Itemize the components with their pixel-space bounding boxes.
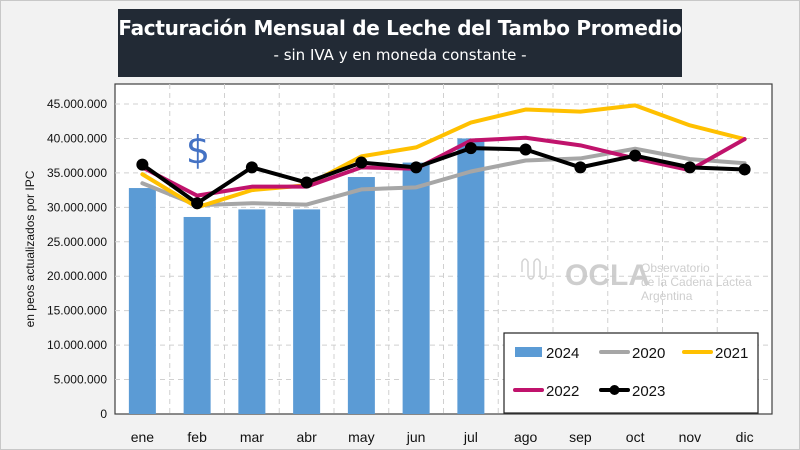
y-tick-label: 25.000.000 — [47, 235, 107, 249]
legend-label-2022: 2022 — [546, 383, 579, 400]
y-axis-label: en peos actualizados por IPC — [23, 170, 37, 327]
watermark-line2: de la Cadena Láctea — [641, 275, 752, 289]
y-tick-label: 0 — [100, 407, 107, 421]
x-tick-label: nov — [679, 429, 702, 445]
line-2022 — [140, 135, 747, 198]
legend-label-2024: 2024 — [546, 345, 579, 362]
marker-2023-nov — [683, 161, 696, 174]
x-tick-label: oct — [626, 429, 645, 445]
line-2021 — [140, 103, 747, 210]
marker-2023-ago — [519, 143, 532, 156]
marker-2023-may — [355, 156, 368, 169]
marker-2023-dic — [738, 163, 751, 176]
chart-subtitle: - sin IVA y en moneda constante - — [273, 46, 527, 64]
x-tick-label: sep — [569, 429, 592, 445]
marker-2023-jun — [410, 161, 423, 174]
legend-label-2021: 2021 — [715, 345, 748, 362]
bar-2024-may — [347, 177, 375, 414]
ocla-logo-text: OCLA — [565, 259, 650, 292]
line-2023 — [140, 146, 747, 206]
line-2020 — [140, 146, 747, 208]
bars-2024 — [128, 138, 485, 414]
marker-2023-abr — [300, 176, 313, 189]
x-axis-ticks: ene feb mar abr may jun jul ago sep oct nov dic — [131, 429, 754, 445]
marker-2023-oct — [629, 149, 642, 162]
marker-2023-feb — [191, 197, 204, 210]
grid-lines — [115, 84, 772, 414]
dollar-icon: $ — [186, 128, 210, 172]
y-tick-label: 40.000.000 — [47, 131, 107, 145]
bar-2024-jul — [457, 138, 485, 414]
x-tick-label: ago — [514, 429, 538, 445]
y-tick-label: 15.000.000 — [47, 304, 107, 318]
marker-2023-mar — [245, 161, 258, 174]
y-tick-label: 45.000.000 — [47, 97, 107, 111]
legend-label-2020: 2020 — [632, 345, 665, 362]
line-series — [136, 103, 751, 210]
bar-2024-mar — [238, 209, 266, 414]
y-tick-label: 5.000.000 — [54, 373, 108, 387]
watermark-line3: Argentina — [641, 289, 693, 303]
y-tick-label: 10.000.000 — [47, 338, 107, 352]
bar-2024-abr — [293, 209, 321, 414]
x-tick-label: abr — [297, 429, 318, 445]
bar-2024-ene — [128, 188, 156, 414]
x-tick-label: mar — [240, 429, 264, 445]
x-tick-label: ene — [131, 429, 155, 445]
x-tick-label: feb — [187, 429, 207, 445]
marker-2023-jul — [464, 142, 477, 155]
legend-label-2023: 2023 — [632, 383, 665, 400]
marker-2023-ene — [136, 158, 149, 171]
legend-marker-2023 — [609, 385, 620, 395]
y-tick-label: 20.000.000 — [47, 269, 107, 283]
ocla-wave-icon — [521, 258, 547, 280]
title-box: Facturación Mensual de Leche del Tambo P… — [118, 9, 682, 77]
legend-swatch-2024 — [515, 347, 542, 357]
bar-2024-feb — [183, 216, 211, 414]
x-tick-label: may — [348, 429, 374, 445]
y-axis-ticks: 0 5.000.000 10.000.000 15.000.000 20.000.000… — [47, 97, 107, 421]
ocla-watermark: OCLA Observatorio de la Cadena Láctea Ar… — [521, 258, 752, 303]
watermark-line1: Observatorio — [641, 261, 710, 275]
bar-2024-jun — [402, 162, 430, 414]
x-tick-label: dic — [736, 429, 754, 445]
marker-2023-sep — [574, 161, 587, 174]
legend-box — [503, 332, 759, 414]
legend: 2024 2020 2021 2022 2023 — [503, 332, 759, 414]
y-tick-label: 35.000.000 — [47, 166, 107, 180]
y-tick-label: 30.000.000 — [47, 200, 107, 214]
chart-title: Facturación Mensual de Leche del Tambo P… — [118, 16, 682, 40]
x-tick-label: jun — [406, 429, 426, 445]
x-tick-label: jul — [463, 429, 478, 445]
